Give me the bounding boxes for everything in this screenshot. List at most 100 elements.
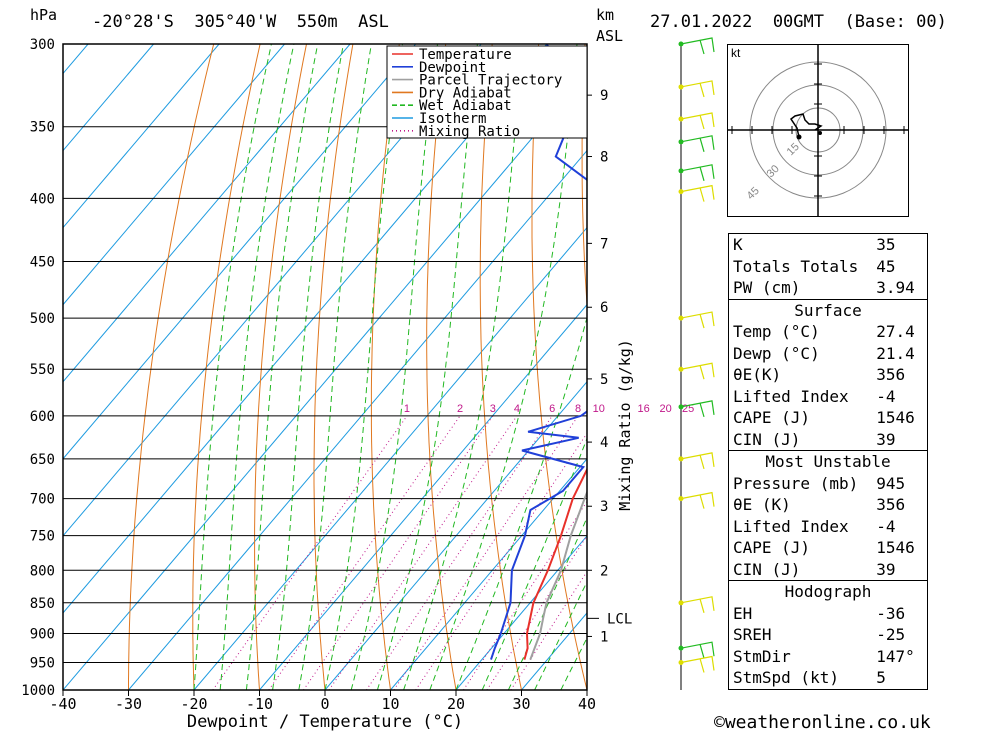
mixing-ratio-label: 3 (490, 403, 496, 415)
dry-adiabat-line (426, 44, 457, 690)
dry-adiabat-line (631, 44, 718, 690)
km-tick-label: 9 (600, 88, 608, 104)
wind-barb (680, 184, 715, 200)
temperature-tick-label: -30 (115, 695, 142, 713)
surface-row-li: Lifted Index -4 (733, 386, 896, 406)
pressure-tick-label: 900 (30, 626, 55, 642)
wet-adiabat-line (245, 44, 319, 690)
km-tick-label: 2 (600, 563, 608, 579)
isotherm-line (128, 149, 587, 690)
pressure-tick-label: 650 (30, 452, 55, 468)
surface-row-thetae: θE(K) 356 (733, 365, 906, 385)
wind-barb-feather (699, 313, 705, 329)
dry-adiabat-line (254, 44, 307, 690)
wind-barb-feather (699, 39, 705, 55)
surface-row-cin: CIN (J) 39 (733, 429, 896, 449)
wet-adiabat-line (324, 44, 403, 690)
legend-entry: Mixing Ratio (419, 124, 520, 140)
hodograph-storm-point (796, 134, 802, 140)
isotherm-line (324, 380, 587, 690)
legend-entry: Parcel Trajectory (419, 73, 562, 89)
temperature-tick-label: -20 (180, 695, 207, 713)
km-tick-label: 1 (600, 629, 608, 645)
parcel-trajectory-line (529, 489, 587, 660)
wind-barb-feather (699, 598, 705, 613)
legend-entry: Isotherm (419, 111, 486, 127)
dry-adiabat-line (479, 44, 522, 690)
wind-barb (680, 135, 715, 150)
legend-box (386, 45, 588, 139)
credit-link[interactable]: ©weatheronline.co.uk (714, 712, 931, 733)
temperature-tick-label: -10 (246, 695, 273, 713)
hodograph-trace (789, 113, 823, 138)
mu-row-li: Lifted Index -4 (733, 516, 896, 536)
temperature-tick-label: 10 (381, 695, 399, 713)
km-tick-label: 3 (600, 499, 608, 515)
mixing-ratio-label: 4 (514, 403, 520, 415)
wind-barb-feather (699, 658, 705, 673)
wind-barb-feather (699, 494, 705, 509)
isotherm-line (259, 303, 587, 690)
dry-adiabat-line (581, 44, 587, 312)
mu-row-thetae: θE (K) 356 (733, 495, 906, 515)
wet-adiabat-line (376, 44, 478, 690)
pressure-tick-label: 500 (30, 311, 55, 327)
wet-adiabat-line (219, 44, 295, 690)
mixing-ratio-axis-label: Mixing Ratio (g/kg) (616, 339, 634, 511)
mixing-ratio-line (365, 415, 553, 690)
mixing-ratio-label: 16 (638, 403, 650, 415)
wind-barb (680, 400, 715, 415)
wet-adiabat-line (560, 636, 587, 690)
pressure-tick-label: 350 (30, 120, 55, 136)
wind-barb-feather (699, 402, 705, 418)
km-tick-label: 4 (600, 435, 608, 451)
wind-barb (680, 641, 715, 657)
hpa-unit-label: hPa (30, 6, 58, 24)
dewpoint-line (490, 44, 587, 660)
wind-barb (680, 112, 715, 128)
hodo-row-stmspd: StmSpd (kt) 5 (733, 668, 886, 688)
hodograph-origin-point (818, 131, 822, 135)
wind-barb-feather (699, 187, 705, 202)
wet-adiabat-line (455, 315, 587, 690)
wet-adiabat-line (193, 44, 272, 690)
asl-unit-label: ASL (596, 27, 624, 45)
temperature-tick-label: 0 (320, 695, 329, 713)
km-unit-label: km (596, 6, 615, 24)
wind-barb-feather (699, 137, 705, 152)
isotherm-line (193, 226, 587, 690)
mixing-ratio-label: 10 (593, 403, 605, 415)
wind-barb (680, 655, 715, 671)
wet-adiabat-line (507, 516, 587, 690)
isotherm-line (63, 44, 482, 537)
temperature-tick-label: 30 (512, 695, 530, 713)
temperature-tick-label: 40 (578, 695, 596, 713)
wind-barb-feather (699, 82, 705, 98)
pressure-tick-label: 450 (30, 255, 55, 271)
wet-adiabat-line (298, 44, 372, 690)
pressure-tick-label: 300 (30, 37, 55, 53)
index-row-totals: Totals Totals 45 (733, 256, 896, 276)
km-tick-label: 5 (600, 372, 608, 388)
isotherm-line (63, 44, 416, 460)
pressure-tick-label: 700 (30, 492, 55, 508)
pressure-tick-label: 600 (30, 409, 55, 425)
isotherm-line (390, 458, 587, 690)
surface-title: Surface (729, 298, 927, 321)
pressure-tick-label: 400 (30, 191, 55, 207)
wet-adiabat-line (481, 437, 587, 690)
temperature-tick-label: 20 (447, 695, 465, 713)
km-tick-label: 6 (600, 300, 608, 316)
isotherm-line (63, 44, 285, 306)
wind-barb (680, 491, 715, 507)
mu-row-cape: CAPE (J) 1546 (733, 538, 915, 558)
wind-barb-feather (699, 365, 705, 380)
mixing-ratio-label: 8 (575, 403, 581, 415)
mixing-ratio-line (393, 415, 579, 690)
index-row-pw: PW (cm) 3.94 (733, 278, 915, 298)
wind-barb (680, 80, 715, 96)
index-row-k: K 35 (733, 235, 896, 255)
dry-adiabat-line (531, 44, 587, 690)
mu-row-cin: CIN (J) 39 (733, 559, 896, 579)
hodograph-unit: kt (731, 46, 741, 60)
